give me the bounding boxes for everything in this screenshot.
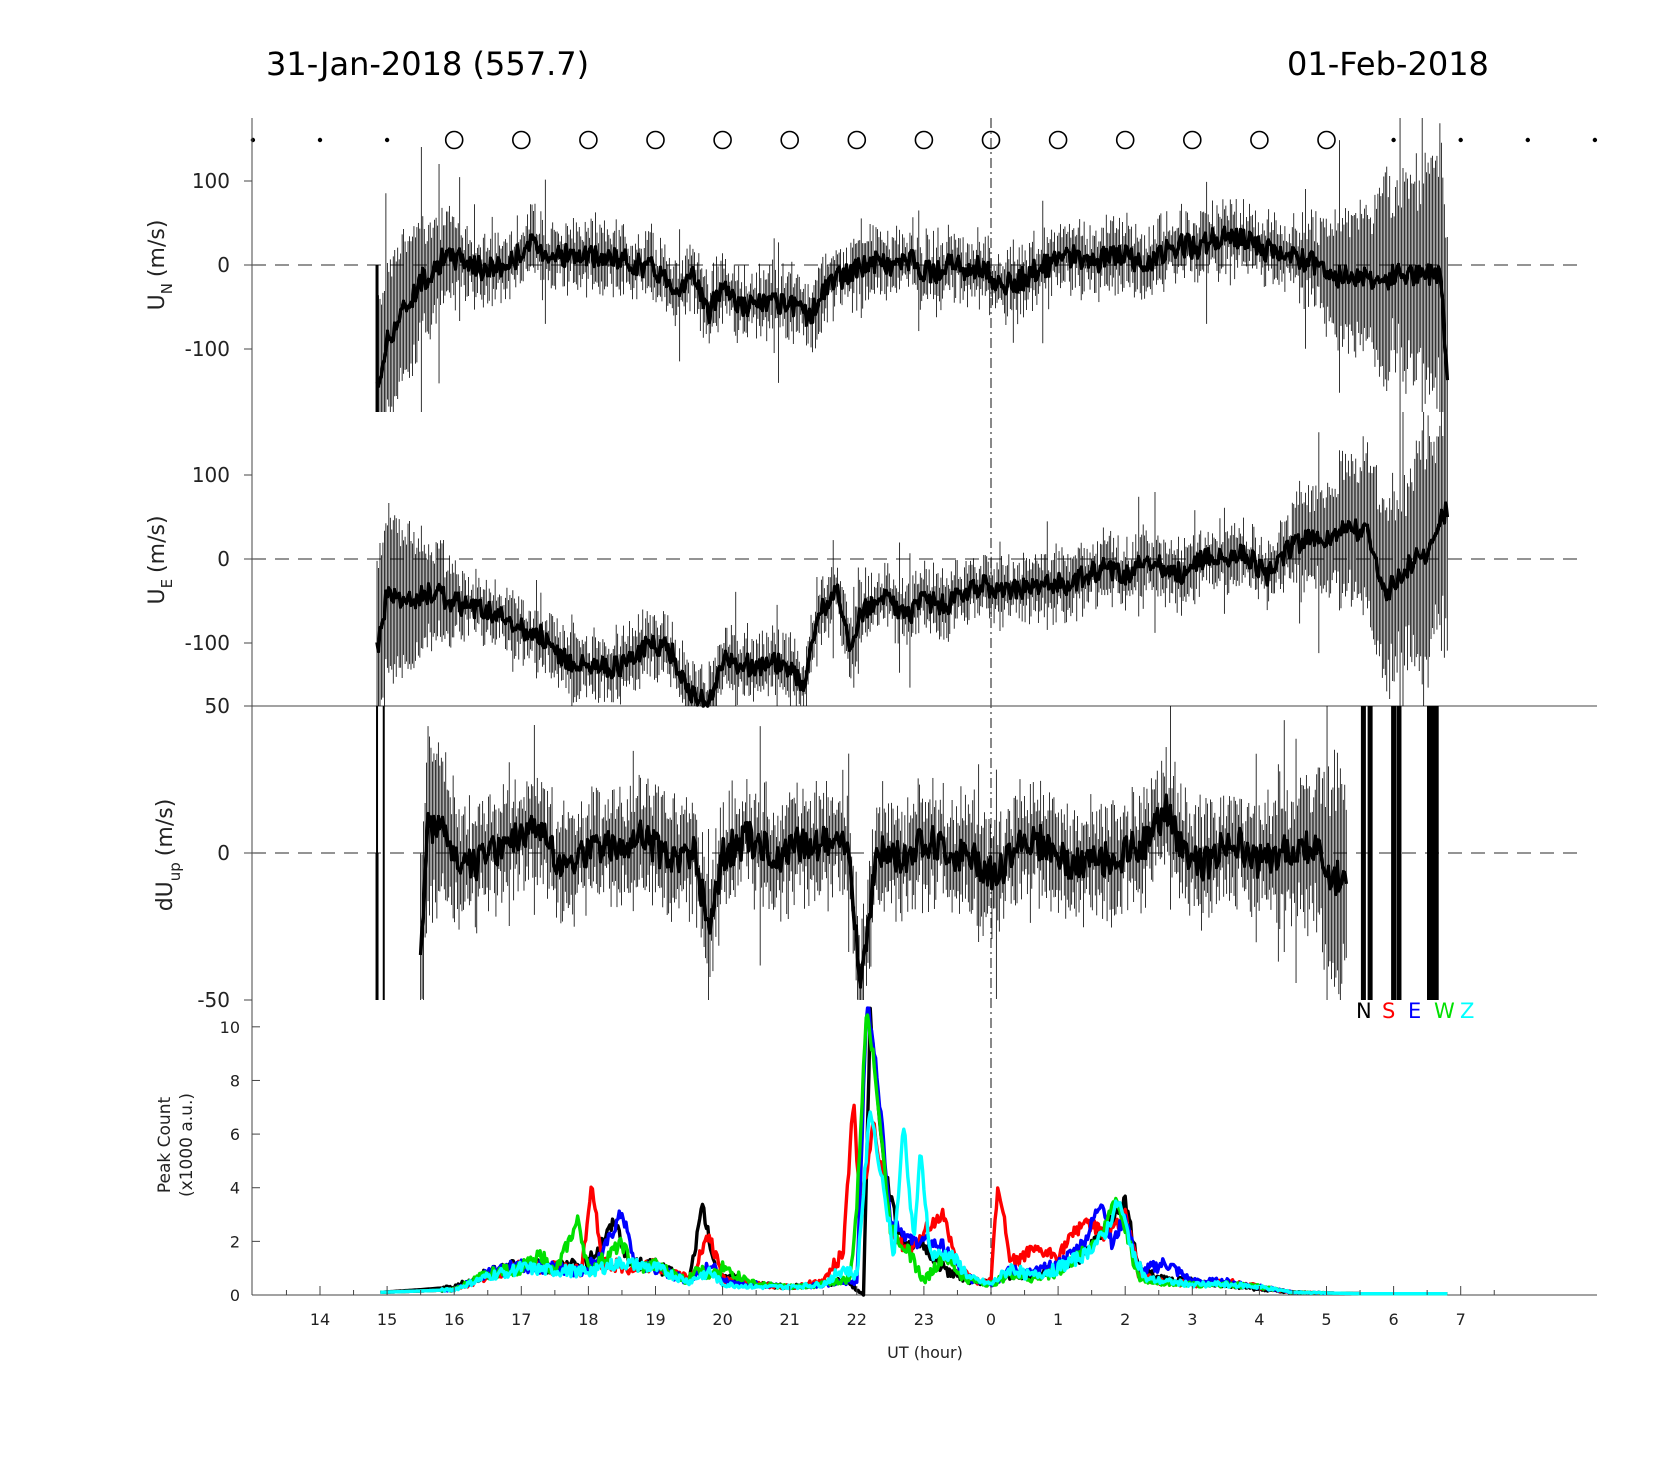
y-tick-label: 2 — [230, 1232, 240, 1251]
observation-circle-23 — [914, 130, 934, 150]
y-tick-label: 100 — [192, 169, 230, 193]
observation-circle-2 — [1115, 130, 1135, 150]
dup-ylabel: dUup (m/s) — [153, 799, 184, 912]
dup-ylabel-main: dU — [153, 881, 178, 911]
observation-markers — [250, 130, 1598, 150]
y-tick-label: 10 — [220, 1018, 240, 1037]
x-tick-label: 20 — [712, 1310, 732, 1329]
wind-series-line — [375, 225, 1450, 388]
x-tick-label: 19 — [645, 1310, 665, 1329]
x-tick-label: 0 — [986, 1310, 996, 1329]
x-axis-label: UT (hour) — [887, 1343, 963, 1362]
y-tick-label: 8 — [230, 1071, 240, 1090]
dup-ylabel-unit: (m/s) — [153, 799, 178, 856]
x-tick-label: 6 — [1389, 1310, 1399, 1329]
x-tick-label: 21 — [780, 1310, 800, 1329]
observation-circle-19 — [646, 130, 665, 150]
y-tick-label: -50 — [197, 988, 230, 1012]
series-line-Z — [380, 1110, 1448, 1296]
observation-circle-22 — [847, 130, 867, 150]
observation-dot-15 — [384, 137, 390, 143]
error-bars — [376, 118, 1448, 412]
y-tick-label: 4 — [230, 1179, 240, 1198]
x-tick-label: 17 — [511, 1310, 531, 1329]
observation-dot-9 — [1592, 137, 1598, 143]
observation-circle-1 — [1048, 130, 1068, 150]
ue-panel: 100 0 -100 — [185, 412, 1585, 708]
peak-count-panel: 0 2 4 6 8 10 — [220, 1006, 1448, 1305]
observation-circle-4 — [1250, 130, 1269, 150]
y-tick-label: 100 — [192, 463, 230, 487]
svg-text:UN(m/s): UN (m/s) — [145, 220, 176, 311]
wind-series-line — [418, 793, 1349, 989]
peak-ylabel-unit: (x1000 a.u.) — [177, 1093, 197, 1197]
observation-circle-21 — [780, 130, 800, 150]
ue-ylabel-main: U — [145, 588, 170, 604]
observation-dot-6 — [1391, 137, 1396, 143]
un-panel: 100 0 -100 — [185, 118, 1585, 412]
un-ylabel-main: U — [145, 294, 170, 310]
dup-ylabel-sub: up — [166, 862, 184, 881]
svg-text:UE(m/s): UE (m/s) — [145, 515, 176, 604]
svg-text:dUup(m/s): dUup (m/s) — [153, 799, 184, 912]
peak-ylabel-main: Peak Count — [155, 1097, 175, 1194]
y-tick-label: -100 — [185, 337, 230, 361]
observation-dot-13 — [250, 137, 256, 143]
observation-circle-3 — [1183, 130, 1202, 150]
peak-ylabel: Peak Count (x1000 a.u.) — [155, 1093, 197, 1197]
observation-circle-17 — [511, 130, 531, 150]
x-tick-label: 5 — [1321, 1310, 1331, 1329]
y-tick-label: 0 — [217, 253, 230, 277]
ue-ylabel-unit: (m/s) — [145, 515, 170, 572]
x-tick-label: 3 — [1187, 1310, 1197, 1329]
ue-ylabel: UE (m/s) — [145, 515, 176, 604]
observation-circle-5 — [1317, 130, 1336, 150]
x-tick-label: 15 — [377, 1310, 397, 1329]
observation-circle-0 — [981, 130, 1001, 150]
series-line-W — [380, 1013, 1448, 1296]
x-tick-label: 4 — [1254, 1310, 1264, 1329]
wind-series-line — [375, 501, 1450, 708]
x-tick-label: 1 — [1053, 1310, 1063, 1329]
un-ylabel-unit: (m/s) — [145, 220, 170, 277]
dup-panel: 50 0 -50 — [197, 694, 1585, 1012]
x-tick-label: 14 — [310, 1310, 330, 1329]
y-tick-label: -100 — [185, 631, 230, 655]
observation-dot-14 — [317, 137, 323, 143]
right-date-title: 01-Feb-2018 — [1287, 45, 1489, 83]
x-tick-label: 18 — [578, 1310, 598, 1329]
x-tick-label: 7 — [1456, 1310, 1466, 1329]
legend-item-Z: Z — [1460, 999, 1474, 1023]
x-axis-ticks: 14 15 16 17 18 19 20 21 22 23 0 1 2 3 4 5 6 7 — [285, 1286, 1495, 1329]
y-tick-label: 6 — [230, 1125, 240, 1144]
un-ylabel: UN (m/s) — [145, 220, 176, 311]
y-tick-label: 0 — [217, 547, 230, 571]
ue-ylabel-sub: E — [158, 579, 176, 588]
y-tick-label: 0 — [217, 841, 230, 865]
x-tick-label: 2 — [1120, 1310, 1130, 1329]
observation-circle-16 — [444, 130, 464, 150]
observation-circle-20 — [713, 130, 732, 150]
legend-item-E: E — [1408, 999, 1421, 1023]
un-ylabel-sub: N — [158, 283, 176, 294]
left-date-title: 31-Jan-2018 (557.7) — [266, 45, 589, 83]
x-tick-label: 22 — [847, 1310, 867, 1329]
x-tick-label: 16 — [444, 1310, 464, 1329]
observation-dot-8 — [1525, 137, 1531, 143]
observation-dot-7 — [1458, 137, 1463, 143]
legend-item-S: S — [1382, 999, 1395, 1023]
legend-item-W: W — [1434, 999, 1455, 1023]
legend-item-N: N — [1356, 999, 1372, 1023]
y-tick-label: 50 — [205, 694, 230, 718]
y-tick-label: 0 — [230, 1286, 240, 1305]
x-tick-label: 23 — [914, 1310, 934, 1329]
observation-circle-18 — [579, 130, 598, 150]
